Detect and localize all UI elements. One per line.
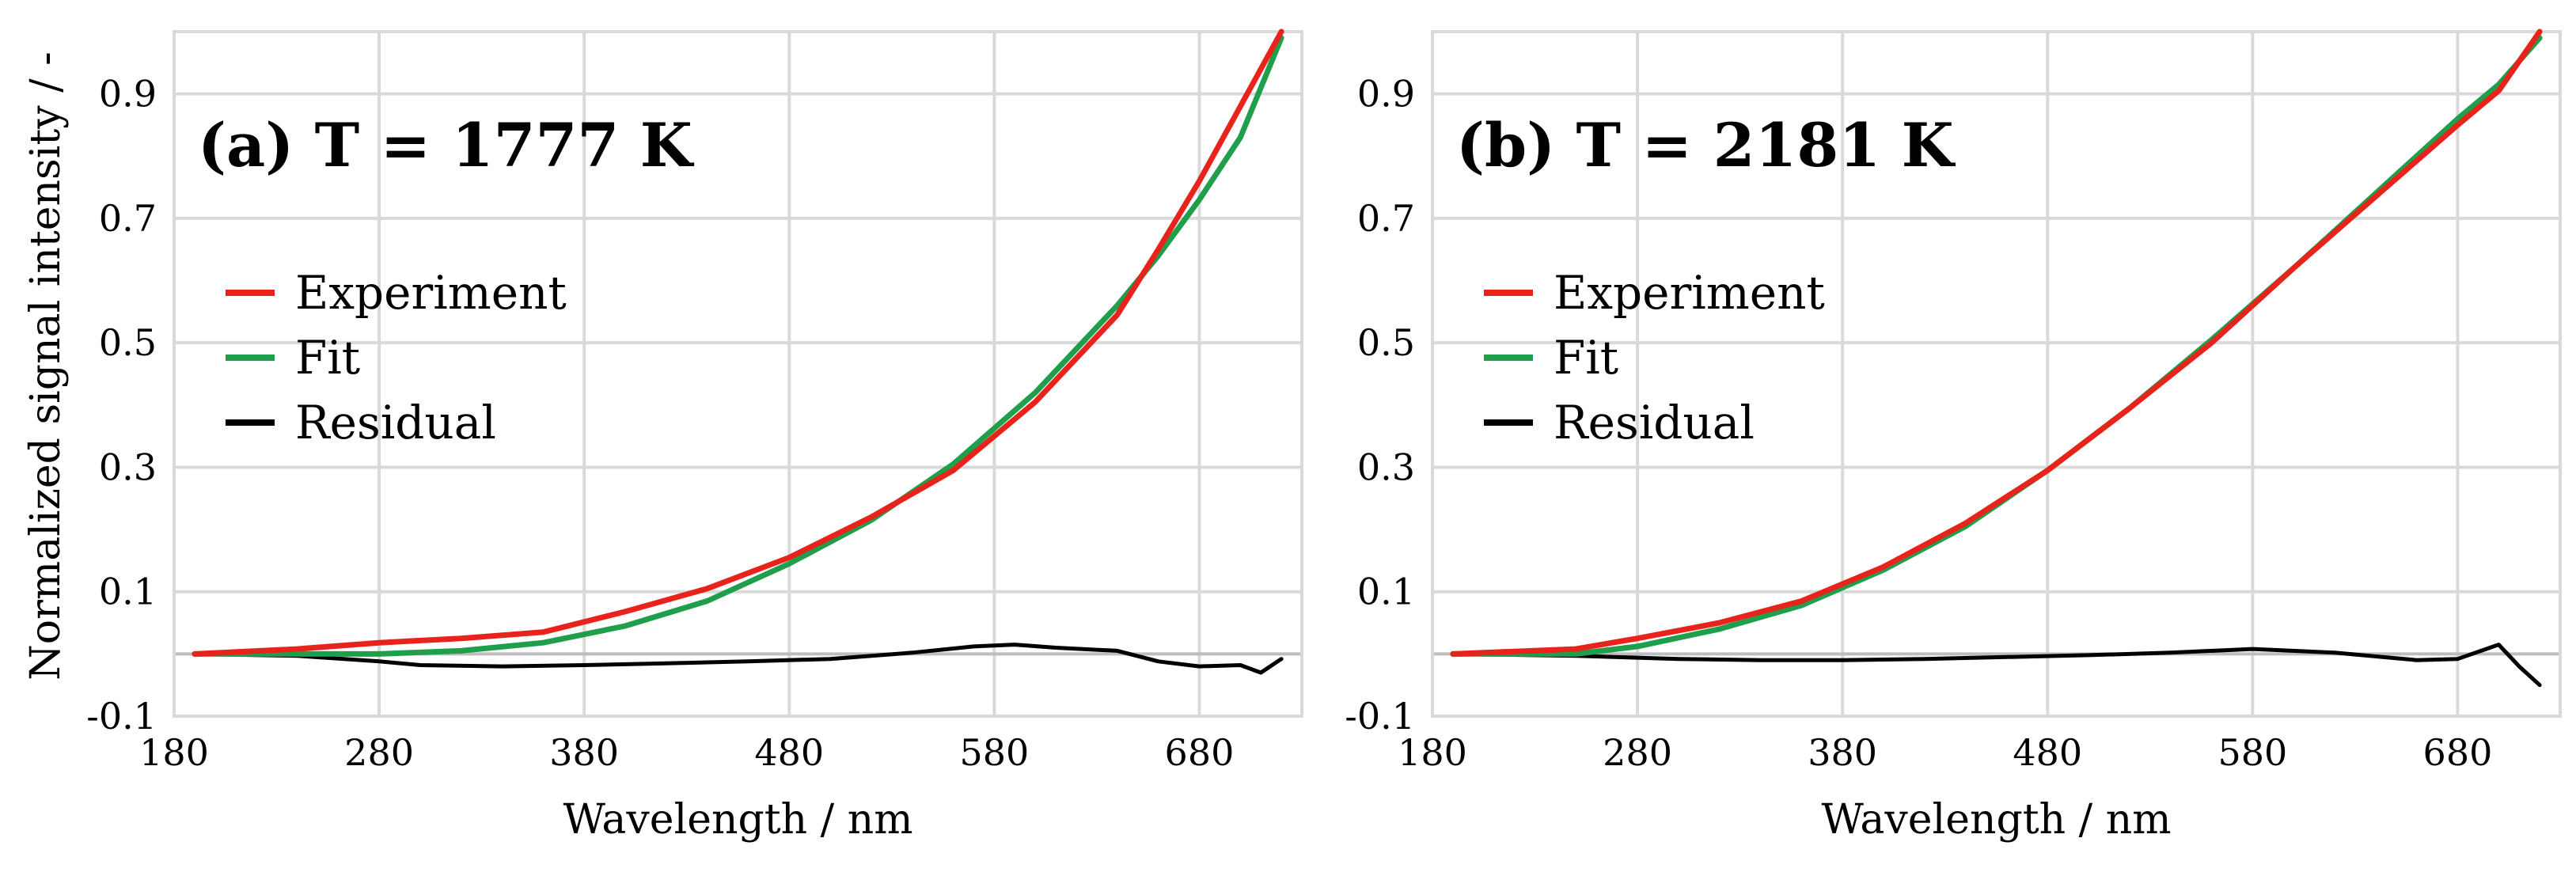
x-tick-label: 280 (344, 731, 414, 774)
y-axis-label: Normalized signal intensity / - (22, 51, 70, 681)
x-tick-label: 580 (959, 731, 1029, 774)
y-tick-label: -0.1 (1345, 695, 1415, 738)
y-tick-label: -0.1 (86, 695, 157, 738)
y-tick-label: 0.9 (1357, 73, 1415, 116)
x-tick-label: 480 (754, 731, 824, 774)
legend-label-fit: Fit (1554, 331, 1618, 385)
x-tick-label: 380 (1808, 731, 1877, 774)
legend-label-fit: Fit (295, 331, 360, 385)
y-tick-label: 0.7 (1357, 197, 1415, 240)
legend-label-experiment: Experiment (295, 266, 567, 320)
legend-label-residual: Residual (1554, 396, 1755, 449)
x-tick-label: 180 (139, 731, 209, 774)
chart-panel-2: 180 280 380 480 580 680 -0.1 0.1 0.3 0.5 0.7 0.9 Wav… (1345, 28, 2562, 844)
y-tick-label: 0.7 (99, 197, 157, 240)
panel-title: (a) T = 1777 K (198, 110, 695, 180)
y-tick-label: 0.3 (1357, 446, 1415, 488)
y-tick-label: 0.1 (99, 571, 157, 613)
legend-label-experiment: Experiment (1554, 266, 1825, 320)
y-tick-label: 0.9 (99, 73, 157, 116)
series-line-experiment (192, 28, 1284, 657)
series-line-residual (192, 643, 1284, 675)
x-tick-label: 680 (1165, 731, 1235, 774)
y-tick-label: 0.5 (99, 321, 157, 364)
x-tick-label: 280 (1603, 731, 1672, 774)
x-tick-label: 680 (2423, 731, 2493, 774)
chart-panel-1: 180 280 380 480 580 680 -0.1 0.1 0.3 0.5 0.7 0.9 Wav… (22, 28, 1303, 844)
x-tick-label: 580 (2217, 731, 2287, 774)
series-line-fit (192, 35, 1284, 657)
series-line-residual (1451, 643, 2542, 688)
series-line-experiment (1450, 28, 2543, 657)
x-tick-label: 480 (2013, 731, 2082, 774)
x-tick-label: 380 (549, 731, 619, 774)
x-axis-label: Wavelength / nm (563, 796, 912, 844)
panel-title: (b) T = 2181 K (1456, 110, 1956, 180)
plot-frame (1431, 30, 2562, 718)
x-axis-label: Wavelength / nm (1821, 796, 2171, 844)
x-tick-label: 180 (1398, 731, 1467, 774)
legend-label-residual: Residual (295, 396, 496, 449)
y-tick-label: 0.1 (1357, 571, 1415, 613)
y-tick-label: 0.3 (99, 446, 157, 488)
y-tick-label: 0.5 (1357, 321, 1415, 364)
plot-frame (173, 30, 1303, 718)
